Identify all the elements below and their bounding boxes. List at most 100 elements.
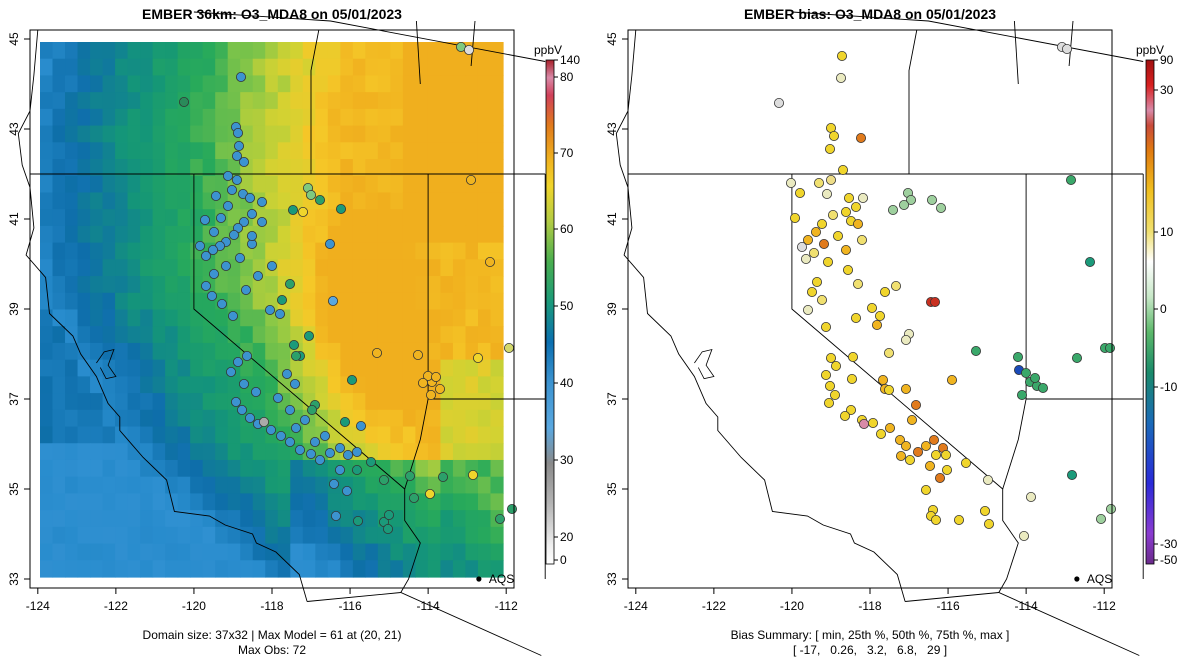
bias-site-marker [901,383,912,394]
heatmap-cell [477,359,492,377]
heatmap-cell [65,526,79,545]
heatmap-cell [265,108,279,127]
heatmap-cell [152,92,166,110]
panel2-ytick-label: 33 [605,572,619,586]
heatmap-cell [277,560,291,578]
heatmap-cell [90,242,104,260]
heatmap-cell [377,543,391,561]
heatmap-cell [65,459,79,478]
heatmap-cell [277,342,291,361]
heatmap-cell [402,359,416,377]
bias-site-marker [831,360,842,371]
heatmap-cell [390,493,404,511]
heatmap-cell [402,409,416,428]
model-site-marker [299,414,310,425]
heatmap-cell [290,526,304,545]
heatmap-cell [165,342,179,361]
panel2-xtick-label: -122 [702,599,726,613]
heatmap-cell [402,209,416,227]
heatmap-cell [290,92,304,110]
heatmap-cell [240,359,254,377]
heatmap-cell [40,376,54,394]
heatmap-cell [177,209,191,227]
heatmap-cell [52,175,66,194]
heatmap-cell [165,560,179,578]
panel2-ytick-label: 45 [605,32,619,46]
heatmap-cell [102,175,116,194]
heatmap-cell [127,175,141,194]
heatmap-cell [140,326,154,344]
heatmap-cell [102,409,116,428]
heatmap-cell [77,510,91,528]
heatmap-cell [240,292,254,311]
heatmap-cell [127,225,141,244]
heatmap-cell [90,209,104,227]
bias-site-marker [821,369,832,380]
heatmap-cell [327,225,341,244]
heatmap-cell [227,426,241,444]
bias-site-marker [899,199,910,210]
heatmap-cell [140,292,154,311]
heatmap-cell [190,192,204,210]
heatmap-cell [402,476,416,495]
heatmap-cell [402,393,416,411]
heatmap-cell [240,58,254,77]
bias-site-marker [848,351,859,362]
model-site-marker [246,230,257,241]
model-site-marker [434,383,445,394]
heatmap-cell [52,543,66,561]
heatmap-cell [152,459,166,478]
heatmap-cell [415,142,429,160]
heatmap-cell [377,92,391,110]
heatmap-cell [165,125,179,143]
heatmap-cell [365,309,379,327]
heatmap-cell [440,309,454,327]
model-site-marker [305,448,316,459]
heatmap-cell [390,326,404,344]
heatmap-cell [290,393,304,411]
model-site-marker [305,189,316,200]
heatmap-cell [115,92,129,110]
heatmap-cell [290,493,304,511]
heatmap-cell [340,393,354,411]
heatmap-cell [265,42,279,60]
heatmap-cell [365,426,379,444]
heatmap-cell [240,443,254,461]
heatmap-cell [252,175,266,194]
heatmap-cell [415,192,429,210]
heatmap-cell [402,426,416,444]
heatmap-cell [102,192,116,210]
heatmap-cell [140,225,154,244]
heatmap-cell [377,426,391,444]
heatmap-cell [177,292,191,311]
bias-site-marker [830,389,841,400]
heatmap-cell [290,159,304,177]
panel2-state-line [791,174,1019,593]
bias-site-marker [1105,342,1116,353]
heatmap-cell [140,75,154,93]
heatmap-cell [490,242,504,260]
bias-site-marker [888,204,899,215]
heatmap-cell [352,75,366,93]
model-site-marker [281,368,292,379]
heatmap-cell [390,175,404,194]
heatmap-cell [415,393,429,411]
heatmap-cell [365,393,379,411]
heatmap-cell [127,342,141,361]
heatmap-cell [265,58,279,77]
heatmap-cell [152,276,166,294]
heatmap-cell [127,242,141,260]
heatmap-cell [77,42,91,60]
heatmap-cell [65,493,79,511]
heatmap-cell [40,326,54,344]
heatmap-cell [352,242,366,260]
heatmap-cell [140,409,154,428]
model-site-marker [378,474,389,485]
model-site-marker [238,378,249,389]
model-site-marker [412,349,423,360]
heatmap-cell [390,192,404,210]
heatmap-cell [65,510,79,528]
heatmap-cell [477,225,492,244]
model-site-marker [289,378,300,389]
heatmap-cell [190,276,204,294]
